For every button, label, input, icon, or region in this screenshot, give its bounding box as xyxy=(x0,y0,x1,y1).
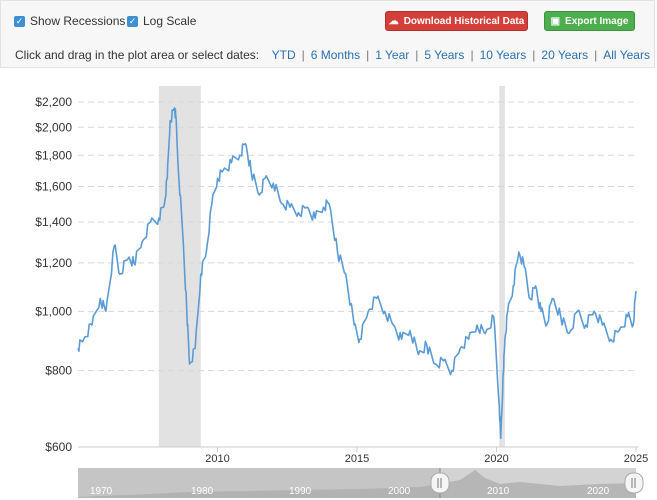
range-ytd[interactable]: YTD xyxy=(271,48,296,62)
x-tick-label: 2010 xyxy=(205,453,229,465)
navigator-year-label: 1990 xyxy=(289,486,312,497)
price-series-line xyxy=(77,107,637,440)
navigator-year-label: 2010 xyxy=(487,486,510,497)
recession-band xyxy=(499,86,505,447)
y-tick-label: $1,800 xyxy=(35,148,72,162)
y-tick-label: $1,200 xyxy=(35,256,72,270)
y-tick-label: $600 xyxy=(45,440,72,454)
y-tick-label: $1,600 xyxy=(35,180,72,194)
x-tick-label: 2025 xyxy=(624,453,648,465)
navigator-year-label: 1970 xyxy=(90,486,113,497)
range-1-year[interactable]: 1 Year xyxy=(375,48,410,62)
log-scale-label: Log Scale xyxy=(143,14,197,28)
x-tick-label: 2020 xyxy=(484,453,508,465)
range-6-months[interactable]: 6 Months xyxy=(310,48,361,62)
check-icon: ✓ xyxy=(14,15,25,27)
download-historical-data-button[interactable]: ☁ Download Historical Data xyxy=(385,11,528,31)
navigator-handle[interactable] xyxy=(430,472,450,494)
range-5-years[interactable]: 5 Years xyxy=(424,48,465,62)
controls-toolbar: ✓ Show Recessions ✓ Log Scale ☁ Download… xyxy=(0,0,655,68)
navigator-year-label: 1980 xyxy=(191,486,214,497)
range-20-years[interactable]: 20 Years xyxy=(541,48,589,62)
navigator-series xyxy=(78,470,636,498)
download-button-label: Download Historical Data xyxy=(403,15,525,27)
show-recessions-label: Show Recessions xyxy=(30,14,126,28)
y-tick-label: $1,400 xyxy=(35,215,72,229)
check-icon: ✓ xyxy=(127,15,138,27)
x-tick-label: 2015 xyxy=(345,453,369,465)
log-scale-checkbox[interactable]: ✓ Log Scale xyxy=(127,14,196,28)
cloud-download-icon: ☁ xyxy=(388,15,399,27)
y-tick-label: $2,000 xyxy=(35,120,72,134)
range-10-years[interactable]: 10 Years xyxy=(479,48,527,62)
navigator-handle[interactable] xyxy=(624,472,644,494)
y-tick-label: $800 xyxy=(45,364,72,378)
navigator-year-label: 2020 xyxy=(587,486,610,497)
recession-band xyxy=(158,86,201,447)
date-range-selector: Click and drag in the plot area or selec… xyxy=(15,48,650,62)
y-tick-label: $1,000 xyxy=(35,304,72,318)
image-icon: ▣ xyxy=(550,15,561,27)
navigator-year-label: 2000 xyxy=(388,486,411,497)
export-button-label: Export Image xyxy=(565,15,629,27)
export-image-button[interactable]: ▣ Export Image xyxy=(544,11,635,31)
y-tick-label: $2,200 xyxy=(35,95,72,109)
show-recessions-checkbox[interactable]: ✓ Show Recessions xyxy=(14,14,125,28)
range-prompt: Click and drag in the plot area or selec… xyxy=(15,48,260,62)
range-all-years[interactable]: All Years xyxy=(603,48,650,62)
